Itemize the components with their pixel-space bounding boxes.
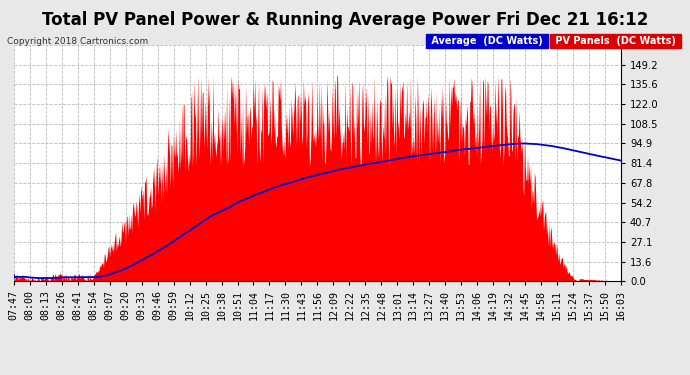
Text: Average  (DC Watts): Average (DC Watts) [428, 36, 546, 46]
Text: Copyright 2018 Cartronics.com: Copyright 2018 Cartronics.com [7, 38, 148, 46]
Text: Total PV Panel Power & Running Average Power Fri Dec 21 16:12: Total PV Panel Power & Running Average P… [42, 11, 648, 29]
Text: PV Panels  (DC Watts): PV Panels (DC Watts) [552, 36, 679, 46]
